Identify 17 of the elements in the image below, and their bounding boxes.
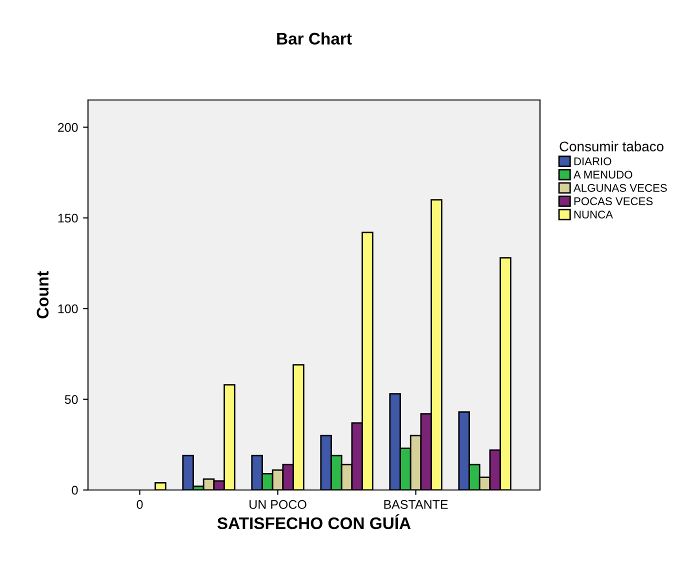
y-tick-label: 100 (58, 304, 78, 314)
legend-label: NUNCA (574, 210, 613, 218)
y-tick-label: 150 (58, 214, 78, 223)
y-tick-label: 50 (64, 395, 78, 404)
x-tick-label: BASTANTE (384, 500, 448, 509)
chart-title: Bar Chart (277, 32, 352, 45)
x-tick-label: UN POCO (250, 500, 306, 509)
y-tick-label: 0 (72, 486, 78, 495)
legend-title: Consumir tabaco (560, 141, 664, 152)
y-tick-label: 200 (58, 123, 78, 132)
x-tick-label: 0 (136, 500, 143, 509)
legend-label: A MENUDO (574, 170, 632, 179)
y-axis-title: Count (36, 271, 49, 318)
x-axis-title: SATISFECHO CON GUÍA (217, 514, 411, 530)
legend-label: DIARIO (574, 157, 612, 166)
legend-label: ALGUNAS VECES (574, 184, 667, 192)
legend-label: POCAS VECES (574, 197, 653, 206)
